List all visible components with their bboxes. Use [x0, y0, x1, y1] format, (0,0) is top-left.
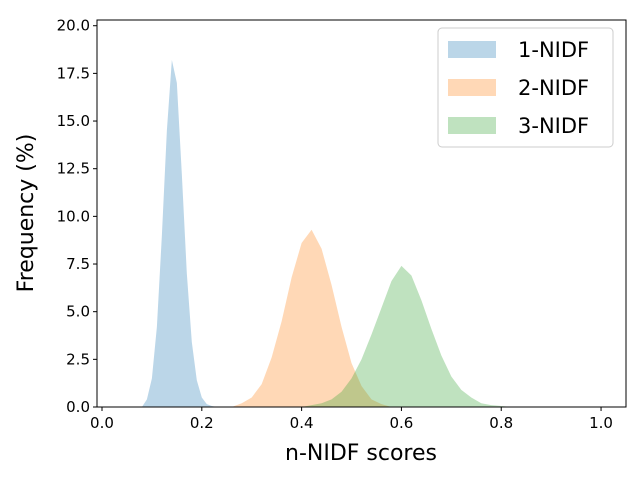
x-tick-label: 0.2 — [190, 414, 214, 432]
y-tick-label: 2.5 — [66, 350, 90, 368]
legend-swatch-1-nidf — [448, 41, 496, 58]
y-tick-label: 5.0 — [66, 303, 90, 321]
legend-label-3-nidf: 3-NIDF — [518, 114, 589, 138]
plot-area — [141, 60, 512, 407]
x-tick-label: 0.6 — [389, 414, 413, 432]
x-axis-label: n-NIDF scores — [285, 441, 437, 466]
x-tick-label: 0.4 — [290, 414, 314, 432]
y-tick-label: 7.5 — [66, 255, 90, 273]
y-tick-label: 10.0 — [57, 207, 90, 225]
y-axis-label: Frequency (%) — [14, 134, 39, 293]
axes: 0.0 0.2 0.4 0.6 0.8 1.0 0.0 2.5 5.0 7.5 10.0 12.5 15… — [57, 17, 627, 432]
y-tick-label: 20.0 — [57, 17, 90, 35]
legend-label-2-nidf: 2-NIDF — [518, 76, 589, 100]
x-tick-label: 1.0 — [589, 414, 613, 432]
axes-frame — [96, 19, 627, 408]
legend-swatch-2-nidf — [448, 79, 496, 96]
legend-box — [437, 27, 614, 148]
legend-label-1-nidf: 1-NIDF — [518, 38, 589, 62]
x-tick-label: 0.0 — [90, 414, 114, 432]
legend-swatch-3-nidf — [448, 117, 496, 134]
x-tick-label: 0.8 — [489, 414, 513, 432]
series-area-3-nidf — [301, 265, 512, 407]
y-tick-label: 12.5 — [57, 160, 90, 178]
y-tick-label: 0.0 — [66, 398, 90, 416]
legend: 1-NIDF 2-NIDF 3-NIDF — [437, 27, 614, 148]
series-area-1-nidf — [141, 60, 217, 407]
y-tick-label: 15.0 — [57, 112, 90, 130]
series-area-2-nidf — [231, 229, 392, 407]
y-tick-label: 17.5 — [57, 64, 90, 82]
